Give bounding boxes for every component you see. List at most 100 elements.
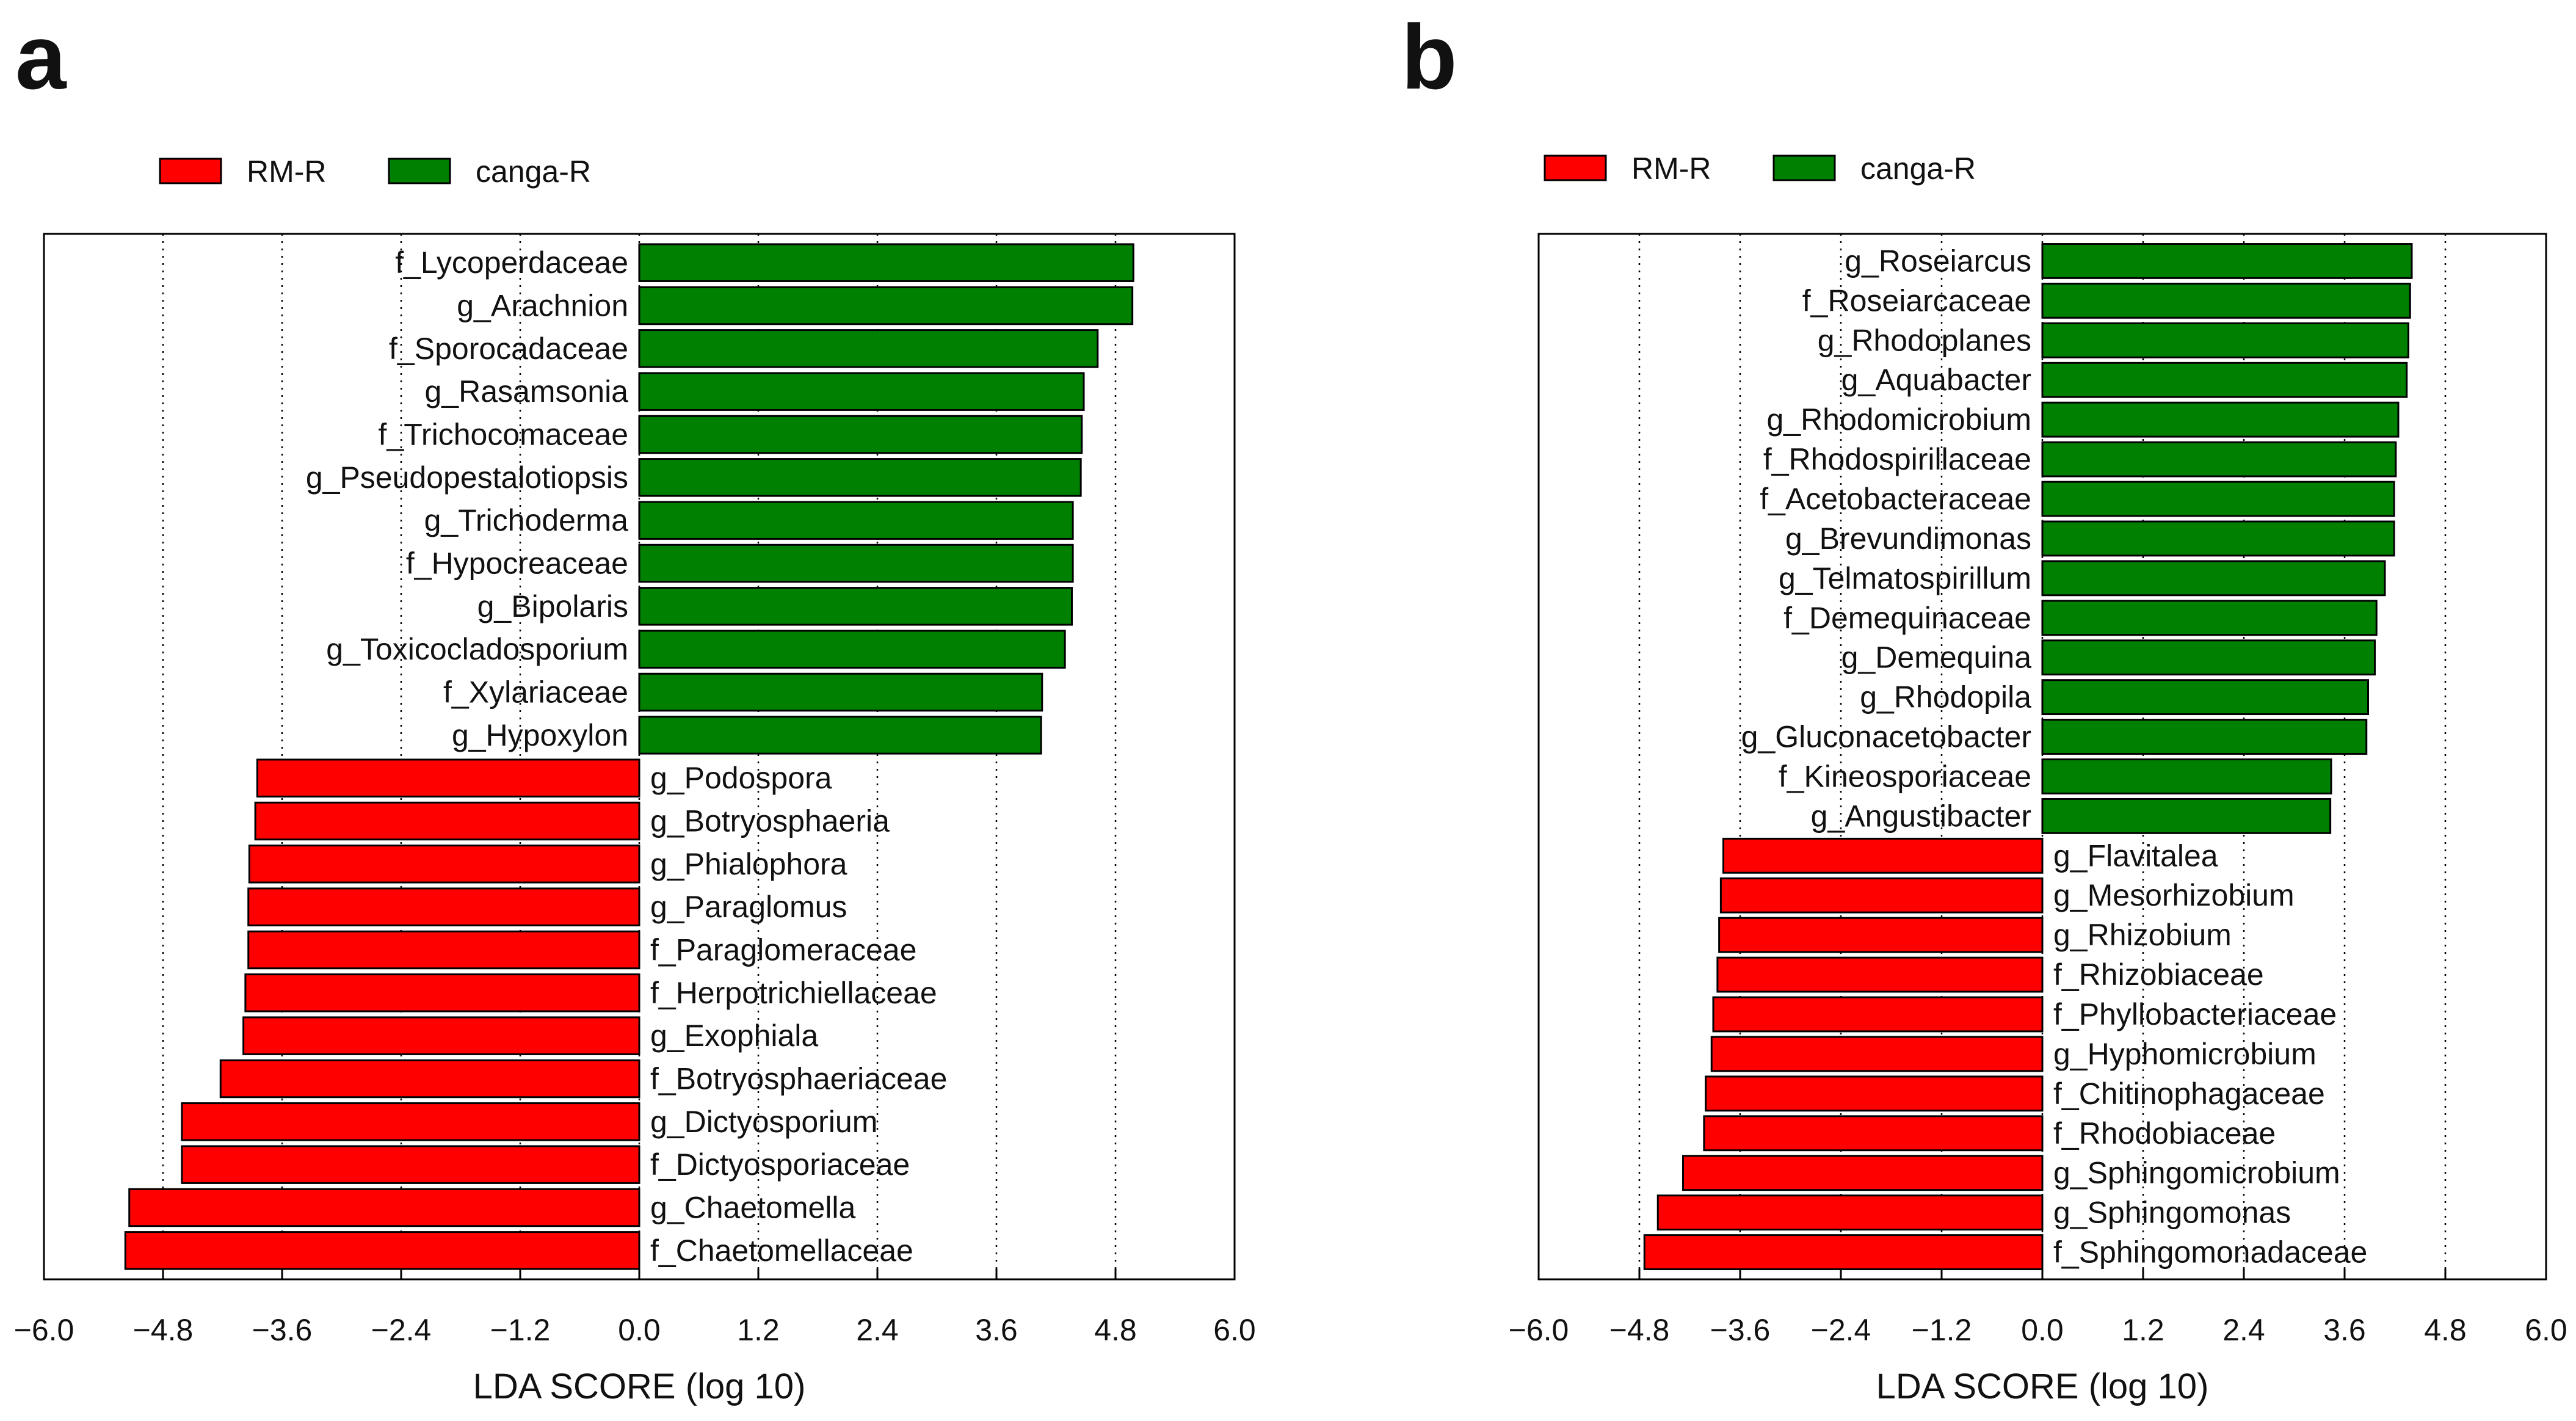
bar-f-lycoperdaceae	[638, 243, 1134, 282]
bar-label-g-trichoderma: g_Trichoderma	[424, 503, 629, 537]
bar-f-sporocadaceae	[638, 329, 1099, 368]
bar-g-arachnion	[638, 286, 1134, 325]
x-tick-label: 3.6	[2323, 1313, 2366, 1347]
bar-g-podospora	[256, 758, 640, 798]
bar-label-g-exophiala: g_Exophiala	[650, 1019, 818, 1053]
bar-f-paraglomeraceae	[247, 930, 640, 970]
bar-label-g-sphingomonas: g_Sphingomonas	[2053, 1196, 2291, 1230]
bar-g-phialophora	[248, 845, 640, 884]
bar-label-f-chaetomellaceae: f_Chaetomellaceae	[650, 1234, 913, 1268]
x-tick-label: −4.8	[1609, 1313, 1670, 1347]
bar-g-bipolaris	[638, 587, 1073, 626]
bar-g-sphingomonas	[1656, 1194, 2044, 1231]
bar-label-g-demequina: g_Demequina	[1841, 641, 2032, 675]
bar-label-g-mesorhizobium: g_Mesorhizobium	[2053, 878, 2295, 912]
x-tick-label: −1.2	[1912, 1313, 1972, 1347]
bar-label-g-hypoxylon: g_Hypoxylon	[452, 718, 628, 752]
bar-g-pseudopestalotiopsis	[638, 458, 1082, 497]
legend-swatch-canga-r	[388, 158, 451, 184]
bar-f-kineosporiaceae	[2041, 758, 2332, 794]
panel-letter-a: a	[15, 5, 67, 108]
bar-label-f-chitinophagaceae: f_Chitinophagaceae	[2053, 1077, 2325, 1111]
bar-f-rhodospirillaceae	[2041, 441, 2397, 478]
bar-label-f-demequinaceae: f_Demequinaceae	[1783, 601, 2031, 635]
bar-g-hyphomicrobium	[1710, 1036, 2044, 1072]
bar-f-hypocreaceae	[638, 543, 1074, 583]
bar-f-rhizobiaceae	[1716, 956, 2044, 993]
bar-label-g-botryosphaeria: g_Botryosphaeria	[650, 804, 890, 838]
bar-label-g-paraglomus: g_Paraglomus	[650, 890, 847, 924]
bar-f-demequinaceae	[2041, 600, 2378, 636]
bar-label-f-trichocomaceae: f_Trichocomaceae	[379, 418, 628, 452]
bar-label-f-dictyosporiaceae: f_Dictyosporiaceae	[650, 1147, 910, 1182]
bar-label-g-pseudopestalotiopsis: g_Pseudopestalotiopsis	[306, 460, 628, 495]
panel-letter-b: b	[1401, 5, 1457, 108]
bar-label-f-kineosporiaceae: f_Kineosporiaceae	[1779, 759, 2031, 793]
x-axis-title: LDA SCORE (log 10)	[1876, 1367, 2209, 1406]
bar-label-g-rhizobium: g_Rhizobium	[2053, 918, 2232, 952]
bar-label-g-roseiarcus: g_Roseiarcus	[1845, 244, 2031, 278]
x-tick-label: 0.0	[618, 1313, 661, 1347]
bar-g-rhodoplanes	[2041, 322, 2409, 358]
bar-label-g-podospora: g_Podospora	[650, 761, 832, 795]
bar-label-f-sphingomonadaceae: f_Sphingomonadaceae	[2053, 1235, 2367, 1270]
legend-label-canga-r: canga-R	[476, 154, 591, 189]
bar-label-g-rhodomicrobium: g_Rhodomicrobium	[1766, 402, 2031, 437]
x-tick-label: 0.0	[2021, 1313, 2064, 1347]
x-tick-label: 1.2	[737, 1313, 780, 1347]
bar-g-demequina	[2041, 639, 2376, 676]
bar-f-acetobacteraceae	[2041, 481, 2395, 517]
bar-f-herpotrichiellaceae	[244, 973, 640, 1012]
bar-label-f-lycoperdaceae: f_Lycoperdaceae	[395, 245, 628, 280]
bar-g-aquabacter	[2041, 362, 2408, 398]
bar-label-g-flavitalea: g_Flavitalea	[2053, 838, 2218, 873]
bar-g-angustibacter	[2041, 798, 2332, 834]
legend-label-canga-r: canga-R	[1860, 151, 1976, 186]
legend-swatch-rm-r	[159, 158, 222, 184]
panel-b-chart: −6.0 −4.8 −3.6 −2.4 −1.2 0.0 1.2 2.4 3.6 4.8 6.0 LD…	[1509, 151, 2567, 1406]
x-tick-label: 3.6	[975, 1313, 1018, 1347]
x-tick-label: −3.6	[1710, 1313, 1771, 1347]
x-tick-label: −6.0	[14, 1313, 74, 1347]
bar-label-g-phialophora: g_Phialophora	[650, 847, 847, 881]
bar-f-xylariaceae	[638, 672, 1043, 712]
bar-label-g-aquabacter: g_Aquabacter	[1841, 363, 2031, 397]
bar-label-f-rhodobiaceae: f_Rhodobiaceae	[2053, 1116, 2276, 1150]
bar-f-trichocomaceae	[638, 415, 1083, 454]
x-tick-label: 2.4	[2222, 1313, 2265, 1347]
bar-label-g-brevundimonas: g_Brevundimonas	[1785, 522, 2031, 556]
x-axis-title: LDA SCORE (log 10)	[473, 1367, 806, 1406]
bar-g-exophiala	[242, 1016, 640, 1055]
bar-f-botryosphaeriaceae	[219, 1059, 640, 1099]
bar-label-f-herpotrichiellaceae: f_Herpotrichiellaceae	[650, 976, 937, 1010]
bar-g-hypoxylon	[638, 716, 1042, 755]
bar-label-g-hyphomicrobium: g_Hyphomicrobium	[2053, 1037, 2317, 1071]
legend-swatch-rm-r	[1544, 154, 1607, 181]
x-tick-label: 2.4	[856, 1313, 899, 1347]
bar-g-roseiarcus	[2041, 243, 2413, 279]
bar-f-rhodobiaceae	[1703, 1115, 2044, 1152]
bar-label-f-paraglomeraceae: f_Paraglomeraceae	[650, 933, 916, 967]
bar-label-g-angustibacter: g_Angustibacter	[1811, 799, 2031, 833]
bar-g-rhizobium	[1718, 917, 2044, 953]
x-tick-label: −4.8	[133, 1313, 194, 1347]
x-tick-label: −2.4	[371, 1313, 432, 1347]
bar-label-f-hypocreaceae: f_Hypocreaceae	[406, 547, 628, 581]
bar-label-g-bipolaris: g_Bipolaris	[477, 589, 628, 623]
bar-g-flavitalea	[1722, 837, 2044, 874]
bar-g-rasamsonia	[638, 372, 1085, 411]
bar-f-chitinophagaceae	[1705, 1075, 2044, 1112]
bar-g-sphingomicrobium	[1682, 1155, 2044, 1191]
legend-swatch-canga-r	[1772, 154, 1836, 181]
x-tick-label: 1.2	[2122, 1313, 2164, 1347]
bar-g-mesorhizobium	[1719, 877, 2044, 914]
bar-g-trichoderma	[638, 501, 1074, 540]
bar-label-g-toxicocladosporium: g_Toxicocladosporium	[326, 632, 628, 666]
bar-g-brevundimonas	[2041, 520, 2395, 557]
x-tick-label: 6.0	[1213, 1313, 1256, 1347]
bar-f-chaetomellaceae	[124, 1231, 640, 1270]
bar-label-g-gluconacetobacter: g_Gluconacetobacter	[1741, 720, 2031, 754]
legend-label-rm-r: RM-R	[247, 154, 327, 189]
bar-g-rhodomicrobium	[2041, 401, 2400, 438]
